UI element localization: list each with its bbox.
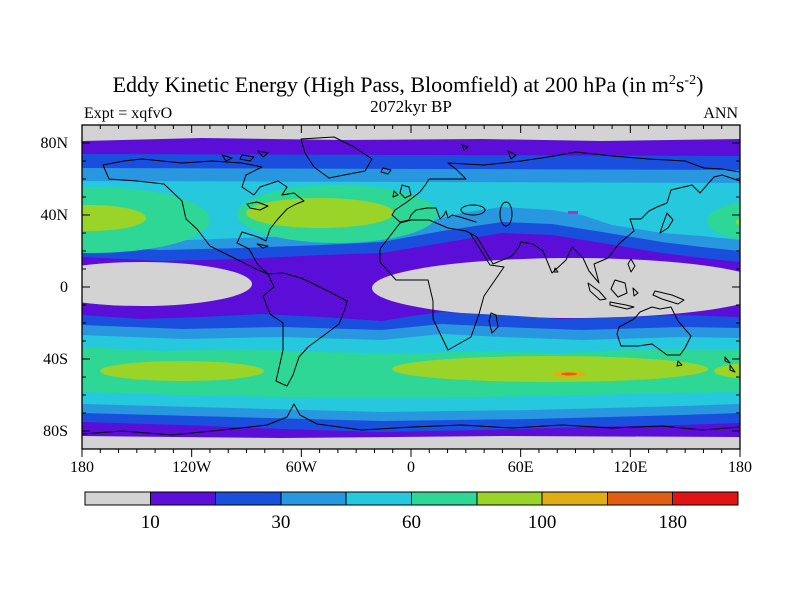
colorbar-cells xyxy=(84,491,739,506)
y-axis-labels: 80N 40N 0 40S 80S xyxy=(40,135,68,440)
colorbar-cell xyxy=(672,491,739,506)
coast-cuba xyxy=(256,243,269,249)
sh-orange-core xyxy=(561,372,577,376)
nh-lime-atlantic xyxy=(246,198,394,228)
nh-lime-edge xyxy=(736,218,740,226)
coast-australia xyxy=(616,306,692,356)
colorbar-label: 30 xyxy=(271,512,290,533)
sh-lime-edge xyxy=(714,363,740,379)
coast-new-zealand xyxy=(724,356,736,373)
colorbar-cell xyxy=(606,491,674,506)
coast-mediterranean-north xyxy=(391,207,477,223)
coast-great-lakes xyxy=(246,201,269,211)
colorbar-cell xyxy=(411,491,478,506)
x-axis-labels: 180 120W 60W 0 60E 120E 180 xyxy=(70,459,752,476)
coast-novaya-zemlya xyxy=(507,150,517,160)
colorbar-label: 180 xyxy=(658,512,687,533)
colorbar-cell xyxy=(541,491,608,506)
sh-lime-pacific xyxy=(100,361,264,381)
nh-green-pacific xyxy=(82,187,210,253)
colorbar: 10 30 60 100 180 xyxy=(84,491,739,533)
colorbar-cell xyxy=(215,491,282,506)
coast-caspian-sea xyxy=(499,201,513,227)
coast-iceland xyxy=(380,167,392,175)
subtitle: 2072kyr BP xyxy=(370,97,452,116)
coast-eurasia-north xyxy=(394,151,740,211)
coast-antarctica xyxy=(82,403,740,436)
colorbar-cell xyxy=(345,491,413,506)
coast-svalbard xyxy=(461,144,469,151)
sh-lime-indian xyxy=(392,356,708,382)
coastlines xyxy=(82,136,740,436)
coast-arctic-islands xyxy=(221,150,269,162)
coast-madagascar xyxy=(488,312,499,334)
colorbar-cell xyxy=(280,491,347,506)
x-axis xyxy=(81,125,741,457)
coast-sulawesi xyxy=(632,287,639,297)
coast-borneo xyxy=(610,279,628,298)
coast-new-guinea xyxy=(652,290,685,305)
colorbar-label: 60 xyxy=(402,512,421,533)
coast-black-sea xyxy=(460,204,486,216)
equatorial-gray-patch-pacific xyxy=(82,262,252,306)
coast-java xyxy=(609,301,635,310)
x-tick-label: 60W xyxy=(286,459,318,476)
colorbar-labels: 10 30 60 100 180 xyxy=(141,512,687,533)
coast-ireland xyxy=(392,190,399,198)
coast-africa xyxy=(379,219,505,351)
coast-philippines xyxy=(627,258,636,273)
colorbar-cell xyxy=(84,491,151,506)
coast-south-america xyxy=(262,272,348,387)
page-title: Eddy Kinetic Energy (High Pass, Bloomfie… xyxy=(113,72,704,97)
y-tick-label: 80S xyxy=(43,423,68,440)
equatorial-gray-patch-africa-asia xyxy=(372,258,740,318)
nh-green-west-pacific xyxy=(707,201,740,241)
coast-greenland xyxy=(300,136,373,179)
x-tick-label: 120E xyxy=(613,459,647,476)
coast-sri-lanka xyxy=(553,267,559,273)
asia-speck xyxy=(568,211,578,214)
coast-japan xyxy=(659,212,674,234)
x-tick-label: 120W xyxy=(172,459,212,476)
y-tick-label: 40S xyxy=(43,351,68,368)
y-tick-label: 80N xyxy=(40,135,68,152)
y-tick-label: 40N xyxy=(40,207,68,224)
contour-field xyxy=(82,125,740,449)
x-tick-label: 60E xyxy=(508,459,534,476)
colorbar-label: 10 xyxy=(141,512,160,533)
season-label: ANN xyxy=(703,105,738,122)
y-tick-label: 0 xyxy=(60,279,68,296)
colorbar-label: 100 xyxy=(528,512,557,533)
coast-britain xyxy=(399,184,412,199)
coast-sumatra xyxy=(587,282,607,301)
x-tick-label: 180 xyxy=(728,459,752,476)
x-tick-label: 0 xyxy=(407,459,415,476)
coast-eurasia-southeast xyxy=(469,174,740,284)
x-tick-label: 180 xyxy=(70,459,94,476)
coast-north-america xyxy=(102,158,305,275)
experiment-label: Expt = xqfvO xyxy=(84,105,172,122)
coast-tasmania xyxy=(676,360,683,367)
nh-lime-pacific xyxy=(82,205,146,231)
colorbar-cell xyxy=(149,491,217,506)
y-axis xyxy=(82,142,740,432)
colorbar-cell xyxy=(476,491,543,506)
